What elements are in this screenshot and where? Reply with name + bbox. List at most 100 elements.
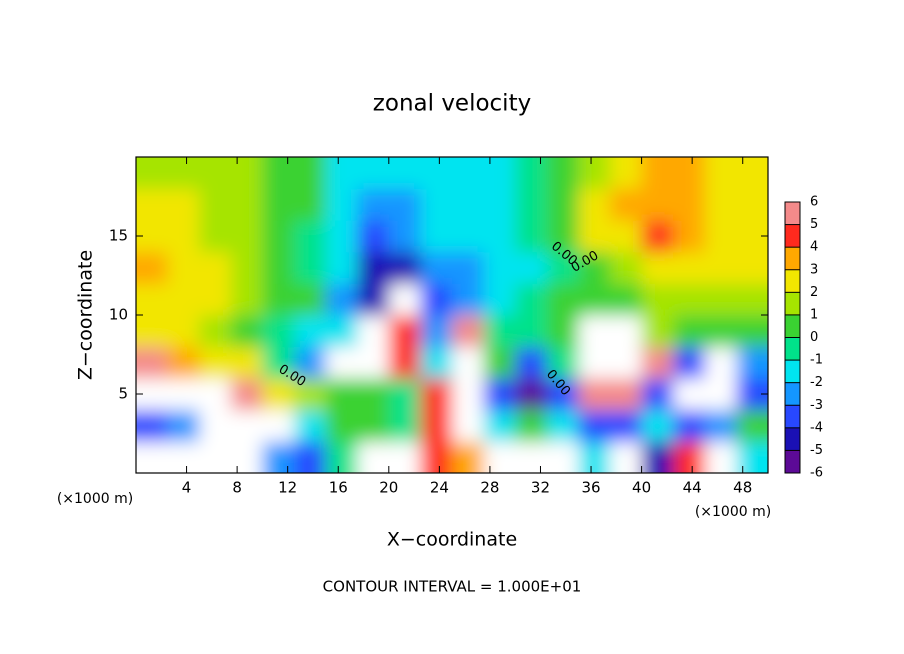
field-cell xyxy=(515,188,548,221)
field-cell xyxy=(515,251,548,284)
x-tick-label: 36 xyxy=(581,479,600,497)
field-cell xyxy=(578,409,611,442)
field-cell xyxy=(483,157,516,190)
x-unit-label: (×1000 m) xyxy=(695,504,771,520)
field-cell xyxy=(136,157,169,190)
field-cell xyxy=(136,315,169,348)
field-cell xyxy=(483,188,516,221)
field-cell xyxy=(325,283,358,316)
field-cell xyxy=(483,251,516,284)
field-cell xyxy=(388,441,421,473)
field-cell xyxy=(167,378,200,411)
x-tick-label: 16 xyxy=(329,479,348,497)
field-cell xyxy=(262,315,295,348)
field-cell xyxy=(167,315,200,348)
field-cell xyxy=(610,283,643,316)
field-cell xyxy=(452,346,485,379)
field-cell xyxy=(325,188,358,221)
field-cell xyxy=(294,378,327,411)
field-cell xyxy=(420,188,453,221)
field-cell xyxy=(704,441,737,473)
field-cell xyxy=(673,188,706,221)
colorbar-tick-label: 3 xyxy=(810,262,818,277)
field-cell xyxy=(546,220,579,253)
field-cell xyxy=(483,378,516,411)
field-cell xyxy=(673,251,706,284)
field-cell xyxy=(294,315,327,348)
field-cell xyxy=(578,157,611,190)
y-tick-label: 10 xyxy=(109,306,128,324)
field-cell xyxy=(452,220,485,253)
field-cell xyxy=(641,157,674,190)
field-cell xyxy=(420,346,453,379)
field-cell xyxy=(199,188,232,221)
field-cell xyxy=(294,157,327,190)
field-cell xyxy=(136,251,169,284)
field-cell xyxy=(546,315,579,348)
field-cell xyxy=(294,346,327,379)
field-cell xyxy=(136,188,169,221)
field-cell xyxy=(515,157,548,190)
field-cell xyxy=(325,157,358,190)
field-cell xyxy=(357,346,390,379)
field-cell xyxy=(199,220,232,253)
field-cell xyxy=(136,346,169,379)
field-cell xyxy=(483,220,516,253)
colorbar-tick-label: -1 xyxy=(810,353,823,368)
field-cell xyxy=(546,157,579,190)
field-cell xyxy=(673,441,706,473)
field-cell xyxy=(388,157,421,190)
field-cell xyxy=(136,409,169,442)
field-cell xyxy=(515,220,548,253)
field-cell xyxy=(515,283,548,316)
y-tick-label: 15 xyxy=(109,227,128,245)
field-cell xyxy=(388,251,421,284)
field-cell xyxy=(641,220,674,253)
field-cell xyxy=(357,157,390,190)
field-cell xyxy=(546,441,579,473)
x-tick-label: 28 xyxy=(480,479,499,497)
field-cell xyxy=(420,409,453,442)
field-cell xyxy=(388,283,421,316)
field-cell xyxy=(388,220,421,253)
field-cell xyxy=(610,220,643,253)
field-cell xyxy=(704,346,737,379)
field-cell xyxy=(546,283,579,316)
field-cell xyxy=(546,409,579,442)
field-cell xyxy=(515,346,548,379)
field-cell xyxy=(452,188,485,221)
field-cell xyxy=(357,220,390,253)
field-cell xyxy=(167,251,200,284)
field-cell xyxy=(704,378,737,411)
field-cell xyxy=(167,441,200,473)
field xyxy=(136,157,768,473)
x-tick-label: 44 xyxy=(683,479,702,497)
y-axis-label: Z−coordinate xyxy=(75,250,97,380)
field-cell xyxy=(262,251,295,284)
field-cell xyxy=(483,346,516,379)
field-cell xyxy=(167,188,200,221)
colorbar-tick-label: -4 xyxy=(810,420,823,435)
field-cell xyxy=(262,283,295,316)
colorbar-bin xyxy=(785,427,800,451)
field-cell xyxy=(704,251,737,284)
field-cell xyxy=(641,346,674,379)
field-cell xyxy=(167,409,200,442)
field-cell xyxy=(294,409,327,442)
field-cell xyxy=(199,157,232,190)
colorbar-bin xyxy=(785,360,800,383)
field-cell xyxy=(420,283,453,316)
field-cell xyxy=(736,409,768,442)
field-cell xyxy=(673,378,706,411)
field-cell xyxy=(388,188,421,221)
field-cell xyxy=(578,346,611,379)
chart-title: zonal velocity xyxy=(373,91,531,117)
field-cell xyxy=(641,315,674,348)
field-cell xyxy=(483,315,516,348)
x-tick-label: 12 xyxy=(278,479,297,497)
field-cell xyxy=(325,346,358,379)
field-cell xyxy=(610,251,643,284)
field-cell xyxy=(262,188,295,221)
footer: CONTOUR INTERVAL = 1.000E+01 xyxy=(323,578,582,596)
